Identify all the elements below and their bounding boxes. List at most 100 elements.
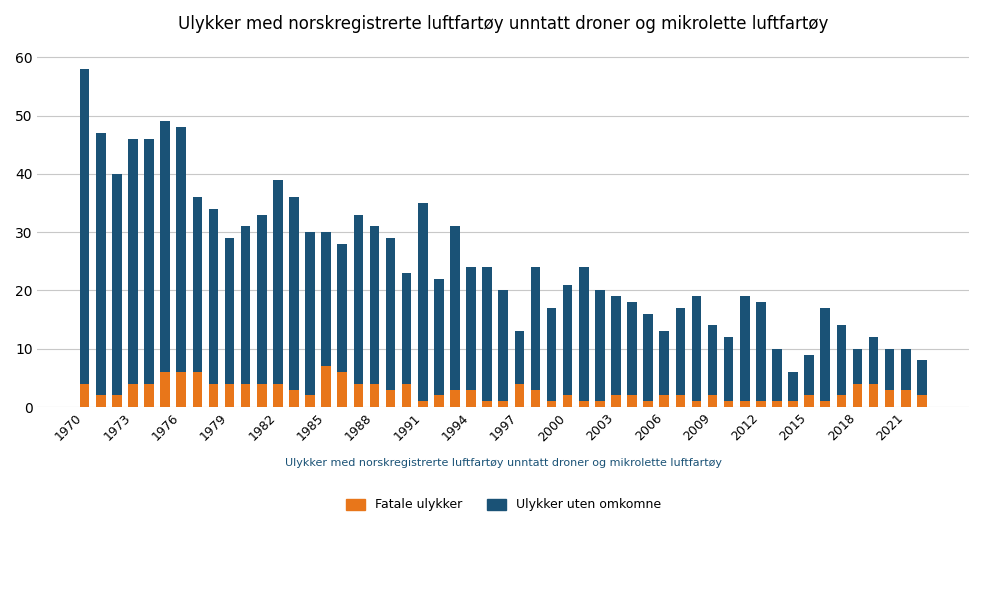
Bar [112, 395, 122, 407]
Bar [659, 395, 669, 407]
Bar [112, 174, 122, 395]
Bar [241, 384, 251, 407]
Bar [804, 355, 814, 395]
Bar [482, 401, 492, 407]
Bar [370, 226, 379, 384]
Bar [273, 180, 282, 384]
Bar [627, 395, 637, 407]
Bar [772, 401, 781, 407]
Bar [917, 395, 927, 407]
Bar [305, 232, 315, 395]
Bar [322, 366, 331, 407]
Bar [176, 127, 186, 372]
Bar [740, 401, 750, 407]
Bar [482, 267, 492, 401]
Bar [869, 337, 879, 384]
Bar [579, 401, 588, 407]
Bar [724, 337, 733, 401]
Bar [80, 69, 90, 384]
Bar [241, 226, 251, 384]
Title: Ulykker med norskregistrerte luftfartøy unntatt droner og mikrolette luftfartøy: Ulykker med norskregistrerte luftfartøy … [178, 15, 829, 33]
Bar [224, 384, 234, 407]
Bar [353, 384, 363, 407]
Bar [852, 384, 862, 407]
Bar [611, 296, 621, 395]
Bar [917, 361, 927, 395]
Bar [788, 401, 798, 407]
Bar [193, 197, 202, 372]
Bar [257, 384, 267, 407]
Bar [707, 326, 717, 395]
Legend: Fatale ulykker, Ulykker uten omkomne: Fatale ulykker, Ulykker uten omkomne [340, 493, 666, 517]
Bar [563, 395, 573, 407]
Bar [579, 267, 588, 401]
Bar [804, 395, 814, 407]
Bar [322, 232, 331, 366]
Bar [675, 395, 685, 407]
Bar [224, 238, 234, 384]
Bar [370, 384, 379, 407]
Bar [128, 384, 138, 407]
Bar [692, 296, 702, 401]
Bar [95, 395, 105, 407]
Bar [434, 279, 444, 395]
Bar [515, 332, 524, 384]
Bar [418, 203, 428, 401]
Bar [95, 133, 105, 395]
Bar [434, 395, 444, 407]
Bar [450, 389, 460, 407]
Bar [209, 209, 218, 384]
Bar [209, 384, 218, 407]
Bar [627, 302, 637, 395]
Bar [547, 308, 556, 401]
Bar [176, 372, 186, 407]
Bar [644, 314, 653, 401]
Bar [338, 372, 347, 407]
Bar [756, 302, 766, 401]
Bar [338, 244, 347, 372]
Bar [821, 308, 830, 401]
Bar [756, 401, 766, 407]
Bar [836, 326, 846, 395]
Bar [386, 389, 396, 407]
Bar [595, 401, 605, 407]
Bar [450, 226, 460, 389]
Bar [788, 372, 798, 401]
Bar [530, 267, 540, 389]
Bar [675, 308, 685, 395]
Bar [724, 401, 733, 407]
Bar [515, 384, 524, 407]
Bar [707, 395, 717, 407]
Bar [80, 384, 90, 407]
Bar [466, 389, 476, 407]
Bar [644, 401, 653, 407]
Bar [193, 372, 202, 407]
Bar [401, 273, 411, 384]
Bar [257, 215, 267, 384]
X-axis label: Ulykker med norskregistrerte luftfartøy unntatt droner og mikrolette luftfartøy: Ulykker med norskregistrerte luftfartøy … [284, 457, 721, 467]
Bar [563, 285, 573, 395]
Bar [273, 384, 282, 407]
Bar [128, 139, 138, 384]
Bar [852, 349, 862, 384]
Bar [499, 401, 508, 407]
Bar [160, 372, 170, 407]
Bar [305, 395, 315, 407]
Bar [418, 401, 428, 407]
Bar [595, 291, 605, 401]
Bar [821, 401, 830, 407]
Bar [611, 395, 621, 407]
Bar [160, 121, 170, 372]
Bar [386, 238, 396, 389]
Bar [145, 384, 154, 407]
Bar [466, 267, 476, 389]
Bar [547, 401, 556, 407]
Bar [901, 349, 910, 389]
Bar [885, 349, 894, 389]
Bar [499, 291, 508, 401]
Bar [353, 215, 363, 384]
Bar [901, 389, 910, 407]
Bar [145, 139, 154, 384]
Bar [401, 384, 411, 407]
Bar [869, 384, 879, 407]
